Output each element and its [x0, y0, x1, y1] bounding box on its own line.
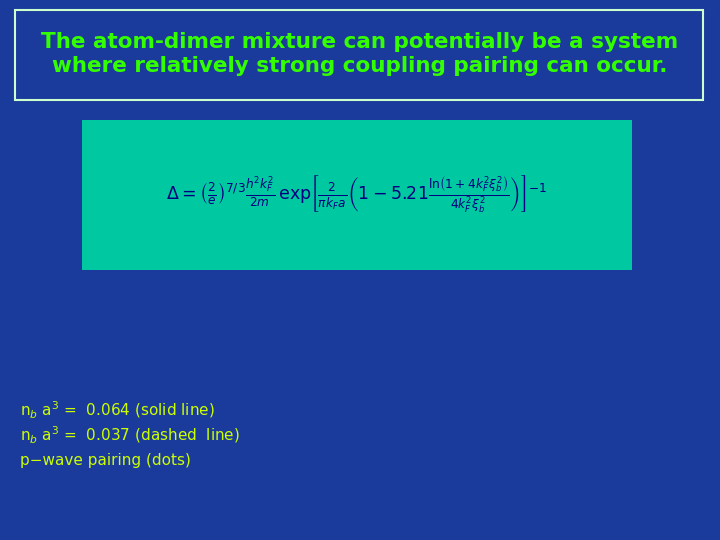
Text: n$_b$ a$^3$ =  0.064 (solid line): n$_b$ a$^3$ = 0.064 (solid line): [20, 400, 215, 421]
Text: p−wave pairing (dots): p−wave pairing (dots): [20, 453, 191, 468]
FancyBboxPatch shape: [15, 10, 703, 100]
Text: $\Delta = \left(\frac{2}{e}\right)^{7/3}\frac{h^2 k_F^2}{2m}\,\mathrm{exp}\left[: $\Delta = \left(\frac{2}{e}\right)^{7/3}…: [166, 173, 548, 214]
Text: n$_b$ a$^3$ =  0.037 (dashed  line): n$_b$ a$^3$ = 0.037 (dashed line): [20, 424, 240, 445]
FancyBboxPatch shape: [82, 120, 632, 270]
Text: The atom-dimer mixture can potentially be a system
where relatively strong coupl: The atom-dimer mixture can potentially b…: [41, 32, 679, 76]
